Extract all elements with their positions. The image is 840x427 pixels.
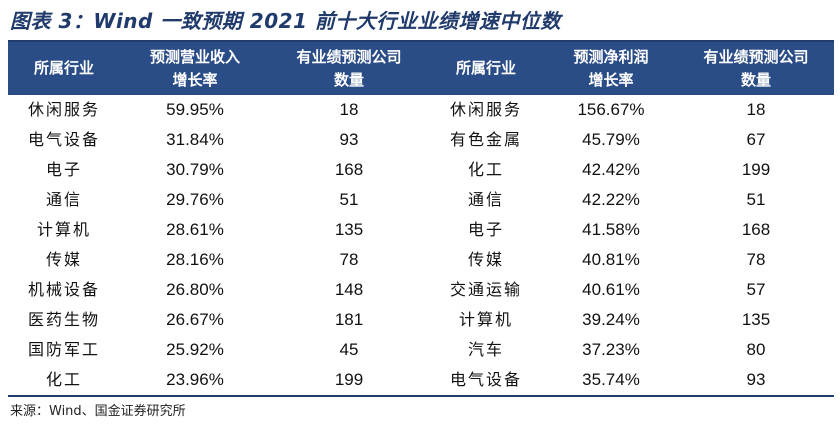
right-industry-cell: 交通运输 bbox=[449, 280, 522, 299]
left-industry-cell: 休闲服务 bbox=[27, 100, 100, 119]
right-count-cell: 18 bbox=[746, 100, 766, 119]
header-right-company-count-line2: 数量 bbox=[740, 70, 771, 89]
left-industry-cell: 传媒 bbox=[45, 250, 82, 269]
right-industry-cell: 传媒 bbox=[467, 250, 504, 269]
right-growth-cell: 40.61% bbox=[582, 280, 640, 299]
left-count-cell: 45 bbox=[339, 340, 359, 359]
right-industry-cell: 汽车 bbox=[467, 340, 504, 359]
right-count-cell: 78 bbox=[746, 250, 766, 269]
right-growth-cell: 35.74% bbox=[544, 365, 678, 397]
right-count-cell: 80 bbox=[746, 340, 766, 359]
right-count-cell: 57 bbox=[746, 280, 766, 299]
right-industry-cell: 休闲服务 bbox=[449, 100, 522, 119]
left-growth-cell: 26.67% bbox=[166, 310, 224, 329]
header-left-industry-label: 所属行业 bbox=[33, 59, 94, 77]
left-industry-cell: 通信 bbox=[45, 190, 82, 209]
right-industry-cell: 计算机 bbox=[458, 310, 513, 329]
header-left-company-count-line2: 数量 bbox=[333, 70, 364, 89]
right-growth-cell: 37.23% bbox=[582, 340, 640, 359]
right-industry-cell: 电子 bbox=[467, 220, 504, 239]
source-note: 来源：Wind、国金证券研究所 bbox=[10, 404, 186, 419]
left-industry-cell: 计算机 bbox=[36, 220, 91, 239]
left-industry-cell: 电气设备 bbox=[27, 130, 100, 149]
left-growth-cell: 30.79% bbox=[166, 160, 224, 179]
left-count-cell: 181 bbox=[334, 310, 364, 329]
right-count-cell: 168 bbox=[741, 220, 771, 239]
header-left-company-count-line1: 有业绩预测公司 bbox=[296, 47, 402, 66]
header-right-company-count: 有业绩预测公司 数量 bbox=[678, 42, 834, 95]
left-industry-cell: 机械设备 bbox=[27, 280, 100, 299]
left-count-cell: 78 bbox=[339, 250, 359, 269]
header-left-revenue-growth: 预测营业收入 增长率 bbox=[120, 42, 270, 95]
left-growth-cell: 31.84% bbox=[166, 130, 224, 149]
table-row: 国防军工 25.92% 45 汽车 37.23% 80 bbox=[8, 335, 834, 365]
title-divider bbox=[8, 40, 834, 42]
right-industry-cell: 化工 bbox=[467, 160, 504, 179]
table-row: 电子 30.79% 168 化工 42.42% 199 bbox=[8, 155, 834, 185]
table-row: 化工 23.96% 199 电气设备 35.74% 93 bbox=[8, 365, 834, 397]
left-count-cell: 148 bbox=[334, 280, 364, 299]
right-growth-cell: 156.67% bbox=[577, 100, 645, 119]
header-left-company-count: 有业绩预测公司 数量 bbox=[270, 42, 428, 95]
header-left-industry: 所属行业 bbox=[8, 42, 120, 95]
left-count-cell: 168 bbox=[334, 160, 364, 179]
industry-growth-table: 所属行业 预测营业收入 增长率 有业绩预测公司 数量 所属行业 预测净利润 增长… bbox=[8, 42, 834, 397]
right-count-cell: 67 bbox=[746, 130, 766, 149]
right-growth-cell: 42.42% bbox=[582, 160, 640, 179]
left-count-cell: 18 bbox=[339, 100, 359, 119]
left-growth-cell: 26.80% bbox=[166, 280, 224, 299]
header-right-profit-growth-line1: 预测净利润 bbox=[573, 47, 649, 66]
right-industry-cell: 有色金属 bbox=[449, 130, 522, 149]
header-right-industry: 所属行业 bbox=[428, 42, 544, 95]
left-growth-cell: 28.61% bbox=[166, 220, 224, 239]
table-row: 休闲服务 59.95% 18 休闲服务 156.67% 18 bbox=[8, 95, 834, 125]
left-industry-cell: 国防军工 bbox=[27, 340, 100, 359]
right-count-cell: 51 bbox=[746, 190, 766, 209]
right-growth-cell: 40.81% bbox=[582, 250, 640, 269]
right-industry-cell: 通信 bbox=[467, 190, 504, 209]
table-row: 医药生物 26.67% 181 计算机 39.24% 135 bbox=[8, 305, 834, 335]
right-growth-cell: 41.58% bbox=[582, 220, 640, 239]
header-right-profit-growth-line2: 增长率 bbox=[588, 70, 634, 89]
header-right-company-count-line1: 有业绩预测公司 bbox=[703, 47, 809, 66]
right-growth-cell: 42.22% bbox=[582, 190, 640, 209]
left-industry-cell: 化工 bbox=[8, 365, 120, 397]
left-growth-cell: 28.16% bbox=[166, 250, 224, 269]
header-left-revenue-growth-line1: 预测营业收入 bbox=[149, 47, 240, 66]
left-count-cell: 93 bbox=[339, 130, 359, 149]
right-growth-cell: 45.79% bbox=[582, 130, 640, 149]
right-industry-cell: 电气设备 bbox=[428, 365, 544, 397]
table-row: 电气设备 31.84% 93 有色金属 45.79% 67 bbox=[8, 125, 834, 155]
right-count-cell: 135 bbox=[741, 310, 771, 329]
header-left-revenue-growth-line2: 增长率 bbox=[172, 70, 218, 89]
left-growth-cell: 23.96% bbox=[120, 365, 270, 397]
left-industry-cell: 电子 bbox=[45, 160, 82, 179]
left-growth-cell: 29.76% bbox=[166, 190, 224, 209]
left-count-cell: 199 bbox=[270, 365, 428, 397]
left-count-cell: 135 bbox=[334, 220, 364, 239]
right-growth-cell: 39.24% bbox=[582, 310, 640, 329]
left-industry-cell: 医药生物 bbox=[27, 310, 100, 329]
header-right-profit-growth: 预测净利润 增长率 bbox=[544, 42, 678, 95]
table-row: 通信 29.76% 51 通信 42.22% 51 bbox=[8, 185, 834, 215]
left-growth-cell: 59.95% bbox=[166, 100, 224, 119]
table-row: 传媒 28.16% 78 传媒 40.81% 78 bbox=[8, 245, 834, 275]
table-row: 机械设备 26.80% 148 交通运输 40.61% 57 bbox=[8, 275, 834, 305]
left-growth-cell: 25.92% bbox=[166, 340, 224, 359]
table-header-row: 所属行业 预测营业收入 增长率 有业绩预测公司 数量 所属行业 预测净利润 增长… bbox=[8, 42, 834, 95]
table-row: 计算机 28.61% 135 电子 41.58% 168 bbox=[8, 215, 834, 245]
header-right-industry-label: 所属行业 bbox=[455, 59, 516, 77]
left-count-cell: 51 bbox=[339, 190, 359, 209]
right-count-cell: 199 bbox=[741, 160, 771, 179]
right-count-cell: 93 bbox=[678, 365, 834, 397]
table-title: 图表 3：Wind 一致预期 2021 前十大行业业绩增速中位数 bbox=[10, 9, 561, 33]
